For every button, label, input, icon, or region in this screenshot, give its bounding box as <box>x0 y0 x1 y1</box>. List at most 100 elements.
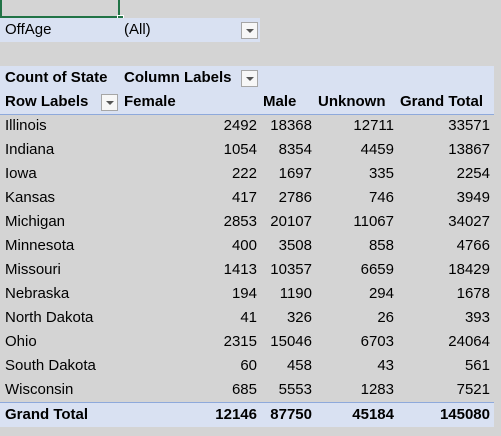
table-row: Iowa 222 1697 335 2254 <box>0 162 494 186</box>
cell-unknown[interactable]: 858 <box>368 237 394 254</box>
cell-male[interactable]: 10357 <box>270 261 312 278</box>
filter-dropdown-button[interactable] <box>241 22 258 39</box>
cell-male[interactable]: 326 <box>286 309 312 326</box>
row-label[interactable]: South Dakota <box>5 357 96 374</box>
gridline <box>397 0 398 436</box>
cell-unknown[interactable]: 294 <box>368 285 394 302</box>
column-header-female: Female <box>124 93 176 110</box>
cell-female[interactable]: 1413 <box>223 261 257 278</box>
cell-male[interactable]: 5553 <box>278 381 312 398</box>
column-labels-header: Column Labels <box>124 69 232 86</box>
table-row: Indiana 1054 8354 4459 13867 <box>0 138 494 162</box>
cell-female[interactable]: 2315 <box>223 333 257 350</box>
column-header-unknown: Unknown <box>318 93 386 110</box>
cell-grand-total[interactable]: 24064 <box>448 333 490 350</box>
cell-grand-total[interactable]: 1678 <box>456 285 490 302</box>
gridline <box>494 0 495 436</box>
value-field-label: Count of State <box>5 69 108 86</box>
row-label[interactable]: North Dakota <box>5 309 94 326</box>
chevron-down-icon <box>245 28 254 33</box>
table-row: Wisconsin 685 5553 1283 7521 <box>0 378 494 402</box>
cell-grand-total[interactable]: 13867 <box>448 141 490 158</box>
cell-grand-total[interactable]: 7521 <box>456 381 490 398</box>
row-label[interactable]: Michigan <box>5 213 66 230</box>
table-row: Ohio 2315 15046 6703 24064 <box>0 330 494 354</box>
column-labels-dropdown-button[interactable] <box>241 70 258 87</box>
gridline <box>260 0 261 436</box>
row-labels-header: Row Labels <box>5 93 89 110</box>
cell-female[interactable]: 685 <box>231 381 257 398</box>
cell-male[interactable]: 458 <box>286 357 312 374</box>
cell-male[interactable]: 18368 <box>270 117 312 134</box>
cell-female[interactable]: 417 <box>231 189 257 206</box>
grand-total-female: 12146 <box>215 406 257 423</box>
cell-female[interactable]: 400 <box>231 237 257 254</box>
grand-total-male: 87750 <box>270 406 312 423</box>
row-label[interactable]: Wisconsin <box>5 381 74 398</box>
cell-female[interactable]: 222 <box>231 165 257 182</box>
row-label[interactable]: Missouri <box>5 261 61 278</box>
column-header-grand-total: Grand Total <box>400 93 484 110</box>
cell-unknown[interactable]: 43 <box>377 357 394 374</box>
row-label[interactable]: Iowa <box>5 165 37 182</box>
cell-unknown[interactable]: 746 <box>368 189 394 206</box>
cell-grand-total[interactable]: 34027 <box>448 213 490 230</box>
cell-grand-total[interactable]: 18429 <box>448 261 490 278</box>
gridline <box>120 0 121 436</box>
row-label[interactable]: Kansas <box>5 189 56 206</box>
cell-female[interactable]: 1054 <box>223 141 257 158</box>
cell-female[interactable]: 60 <box>240 357 257 374</box>
grand-total-label: Grand Total <box>5 406 89 423</box>
cell-female[interactable]: 41 <box>240 309 257 326</box>
cell-unknown[interactable]: 12711 <box>353 117 394 134</box>
table-row: Minnesota 400 3508 858 4766 <box>0 234 494 258</box>
cell-male[interactable]: 1190 <box>279 285 312 302</box>
cell-unknown[interactable]: 6703 <box>360 333 394 350</box>
grand-total-unknown: 45184 <box>352 406 394 423</box>
table-row: Illinois 2492 18368 12711 33571 <box>0 114 494 138</box>
grand-total-row: Grand Total 12146 87750 45184 145080 <box>0 402 494 427</box>
cell-unknown[interactable]: 1283 <box>360 381 394 398</box>
filter-field-label: OffAge <box>5 21 52 38</box>
table-row: Kansas 417 2786 746 3949 <box>0 186 494 210</box>
gridline <box>315 0 316 436</box>
cell-grand-total[interactable]: 33571 <box>448 117 490 134</box>
chevron-down-icon <box>105 100 114 105</box>
table-row: Missouri 1413 10357 6659 18429 <box>0 258 494 282</box>
cell-female[interactable]: 2492 <box>223 117 257 134</box>
cell-male[interactable]: 2786 <box>278 189 312 206</box>
cell-male[interactable]: 8354 <box>278 141 312 158</box>
row-label[interactable]: Ohio <box>5 333 37 350</box>
cell-grand-total[interactable]: 393 <box>464 309 490 326</box>
row-label[interactable]: Minnesota <box>5 237 75 254</box>
cell-male[interactable]: 20107 <box>270 213 312 230</box>
cell-grand-total[interactable]: 3949 <box>456 189 490 206</box>
cell-male[interactable]: 1697 <box>278 165 312 182</box>
table-row: Nebraska 194 1190 294 1678 <box>0 282 494 306</box>
cell-grand-total[interactable]: 4766 <box>456 237 490 254</box>
row-labels-dropdown-button[interactable] <box>101 94 118 111</box>
table-row: South Dakota 60 458 43 561 <box>0 354 494 378</box>
cell-unknown[interactable]: 4459 <box>360 141 394 158</box>
pivot-filter-row: OffAge (All) <box>0 18 260 42</box>
table-row: North Dakota 41 326 26 393 <box>0 306 494 330</box>
cell-female[interactable]: 194 <box>231 285 257 302</box>
cell-female[interactable]: 2853 <box>223 213 257 230</box>
column-header-male: Male <box>263 93 297 110</box>
cell-unknown[interactable]: 11067 <box>353 213 394 230</box>
row-label[interactable]: Illinois <box>5 117 47 134</box>
row-label[interactable]: Nebraska <box>5 285 70 302</box>
row-label[interactable]: Indiana <box>5 141 55 158</box>
pivot-column-header-row: Row Labels Female Male Unknown Grand Tot… <box>0 90 494 115</box>
cell-grand-total[interactable]: 2254 <box>456 165 490 182</box>
cell-unknown[interactable]: 335 <box>368 165 394 182</box>
cell-unknown[interactable]: 6659 <box>360 261 394 278</box>
filter-value[interactable]: (All) <box>124 21 151 38</box>
active-cell-selection[interactable] <box>0 0 120 18</box>
cell-unknown[interactable]: 26 <box>377 309 394 326</box>
cell-male[interactable]: 3508 <box>278 237 312 254</box>
table-row: Michigan 2853 20107 11067 34027 <box>0 210 494 234</box>
cell-grand-total[interactable]: 561 <box>464 357 490 374</box>
cell-male[interactable]: 15046 <box>270 333 312 350</box>
